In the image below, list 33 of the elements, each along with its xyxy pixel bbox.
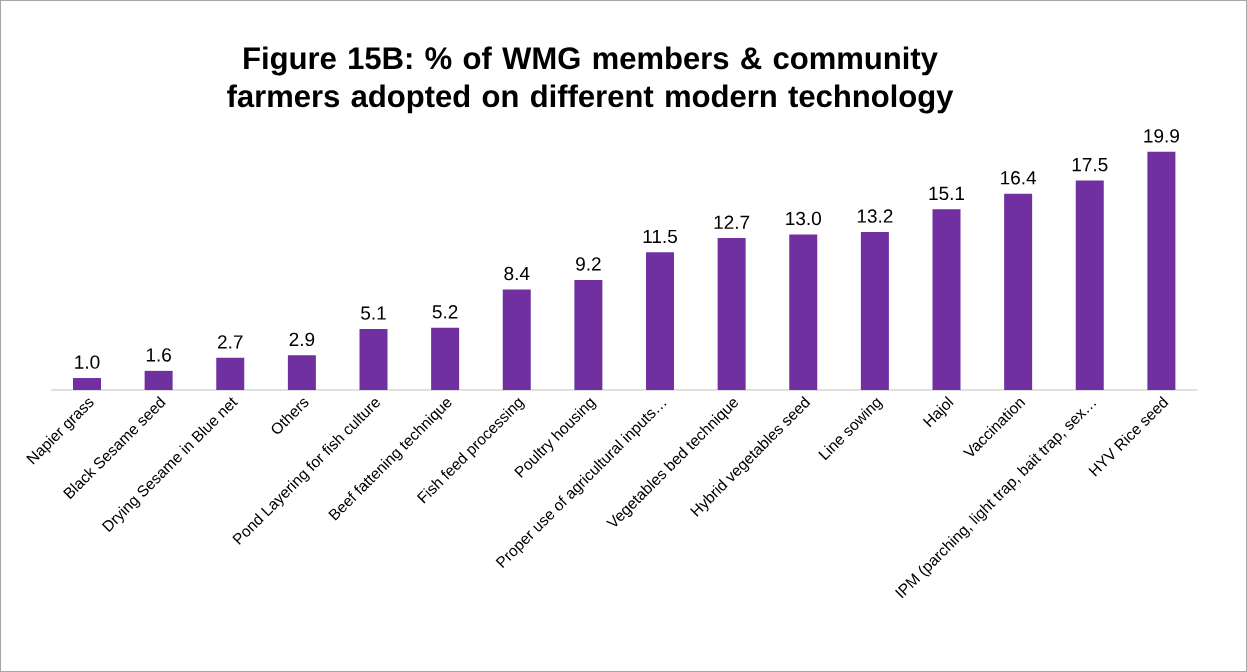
bar <box>287 355 316 390</box>
bar <box>717 237 746 390</box>
data-label: 13.2 <box>857 209 893 223</box>
bar <box>502 289 531 390</box>
data-label: 8.4 <box>504 266 530 281</box>
data-label: 1.0 <box>75 355 100 369</box>
data-label: 17.5 <box>1072 158 1108 172</box>
bar <box>1075 180 1104 390</box>
bar <box>789 234 818 390</box>
data-label: 2.7 <box>218 335 243 349</box>
data-label: 2.9 <box>289 332 315 347</box>
bar <box>359 328 388 390</box>
data-label: 5.1 <box>361 306 386 320</box>
bar <box>860 232 889 390</box>
data-label: 11.5 <box>643 229 677 244</box>
data-label: 12.7 <box>714 215 750 229</box>
data-label: 15.1 <box>929 186 965 201</box>
chart-title: Figure 15B: % of WMG members & community farmers adopted on different modern technology <box>227 46 954 114</box>
bar <box>73 378 101 390</box>
bar <box>431 327 460 390</box>
data-label: 16.4 <box>1001 171 1037 185</box>
data-label: 13.0 <box>786 211 821 226</box>
data-label: 5.2 <box>432 305 458 319</box>
bar <box>1147 151 1176 390</box>
bar <box>932 209 961 390</box>
data-label: 19.9 <box>1144 129 1179 143</box>
bar <box>646 252 675 390</box>
data-label: 1.6 <box>146 348 171 362</box>
bar <box>1004 193 1033 390</box>
bar <box>574 279 603 390</box>
bar <box>216 357 245 390</box>
data-label: 9.2 <box>576 257 601 271</box>
bar <box>144 370 173 390</box>
